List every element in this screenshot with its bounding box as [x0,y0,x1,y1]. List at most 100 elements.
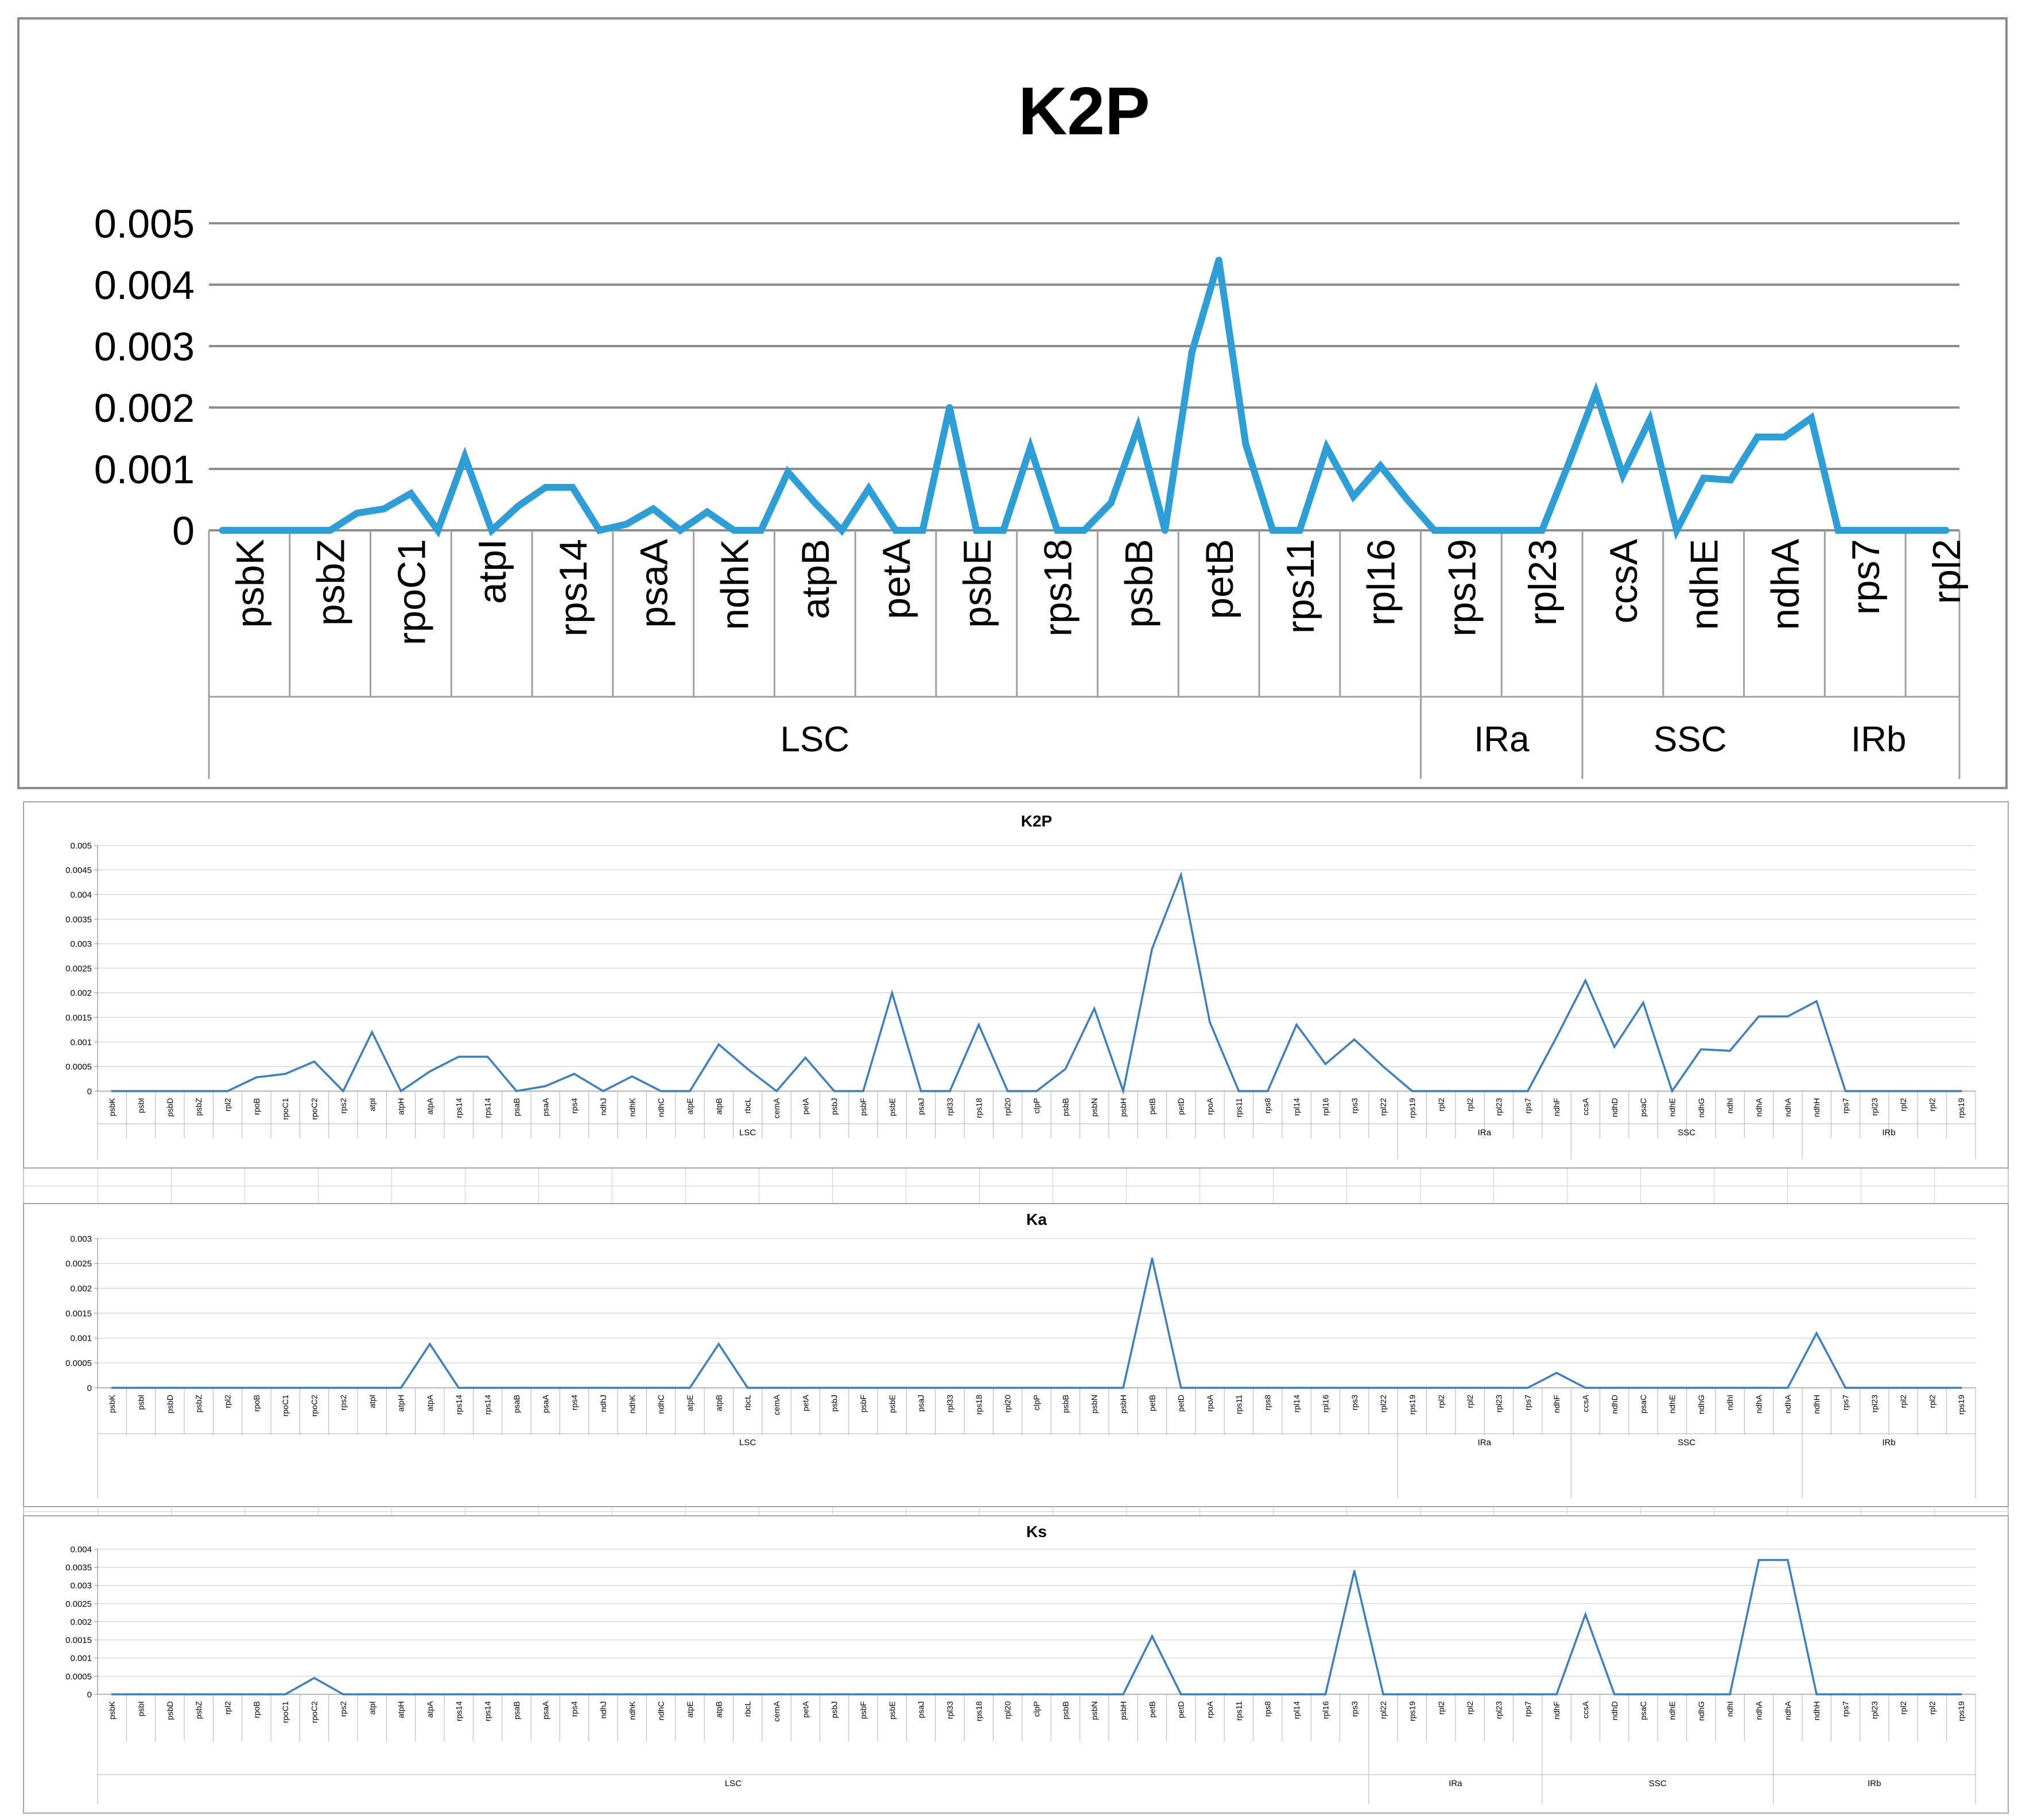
data-point [919,1090,922,1092]
x-tick-label: psbI [137,1395,146,1410]
data-point [1439,1090,1442,1092]
x-tick-label: psbN [1090,1701,1099,1720]
data-point [1815,1693,1818,1695]
x-tick-label: psbI [137,1098,146,1113]
y-tick-label: 0 [172,509,195,553]
x-tick-label: psbJ [830,1098,839,1115]
x-tick-label: psaB [512,1701,521,1720]
data-point [342,1090,344,1092]
data-point [169,1693,171,1695]
region-label: SSC [1649,1779,1667,1788]
data-point [399,1090,402,1092]
x-tick-label: rps19 [1957,1098,1966,1118]
data-point [1295,1387,1298,1389]
chart-panel-ka: Ka 0 0.0005 0.001 0.0015 0.002 0.0025 0.003 psbK… [23,1203,2009,1507]
data-point [1700,1048,1702,1050]
region-label: IRb [1882,1438,1895,1448]
x-tick-label: ndhG [1697,1098,1706,1117]
data-point [1931,1090,1934,1092]
data-point [1179,874,1182,876]
x-tick-label: rps7 [1844,539,1888,615]
data-point [226,1387,229,1389]
x-tick-label: petB [1147,1395,1156,1411]
region-label: IRb [1868,1779,1881,1788]
chart-svg: Ks 0 0.0005 0.001 0.0015 0.002 0.0025 0.003 0.00… [65,1523,1976,1805]
region-label: IRa [1478,1128,1492,1138]
data-point [862,1387,864,1389]
data-point [1081,527,1088,534]
data-point [1757,1387,1760,1389]
x-tick-label: rbcL [743,1395,752,1410]
data-point [862,1693,864,1695]
chart-title: K2P [1018,73,1150,149]
data-point [399,1387,402,1389]
data-point [1093,1007,1096,1010]
x-tick-label: rpl2 [1899,1701,1908,1715]
data-point [1469,1693,1471,1695]
x-tick-label: atpB [714,1701,723,1718]
x-tick-label: rps7 [1841,1098,1850,1113]
y-tick-label: 0.0015 [65,1013,92,1023]
data-point [1035,1693,1038,1695]
data-point [1815,1000,1818,1003]
x-tick-label: cemA [772,1701,781,1721]
data-point [1915,527,1923,534]
x-tick-label: rpl14 [1292,1098,1301,1116]
data-point [354,510,361,517]
x-tick-label: rpl22 [1379,1098,1388,1116]
data-point [544,1387,546,1389]
x-tick-label: ndhA [1783,1394,1792,1413]
x-tick-label: petA [801,1701,810,1717]
x-tick-label: cemA [772,1097,781,1118]
x-tick-label: rps3 [1350,1098,1359,1113]
data-point [631,1693,634,1695]
x-tick-label: rpoC2 [310,1098,319,1120]
series-line [222,259,1946,541]
data-point [1538,527,1546,534]
data-point [1942,527,1950,534]
data-point [631,1075,634,1078]
data-point [429,1070,431,1073]
data-point [1888,527,1896,534]
data-point [1324,1387,1327,1389]
data-point [284,1693,286,1695]
x-tick-label: psbH [1119,1701,1128,1720]
data-point [1555,1036,1558,1038]
data-point [1353,1038,1356,1041]
x-tick-label: psaA [541,1394,550,1413]
data-point [544,1085,546,1088]
x-tick-label: rpoB [252,1395,261,1412]
data-point [219,527,226,534]
series-line [112,1258,1961,1389]
x-tick-label: rps19 [1957,1395,1966,1415]
data-point [1107,499,1115,506]
x-tick-label: ndhK [627,1701,636,1720]
x-tick-label: rpl23 [1494,1395,1503,1412]
x-tick-label: rps18 [974,1395,983,1415]
x-tick-label: atpH [397,1701,406,1718]
data-point [1209,1387,1211,1389]
x-tick-label: rpl2 [1437,1395,1446,1408]
data-point [1960,1090,1962,1092]
data-point [1209,1693,1211,1695]
x-tick-label: rps3 [1350,1395,1359,1410]
data-point [313,1060,316,1063]
x-tick-label: rps4 [570,1701,579,1717]
x-tick-label: rps3 [1350,1701,1359,1717]
data-point [1619,471,1627,479]
x-tick-label: ndhE [1667,1098,1676,1117]
x-tick-label: rpl2 [223,1098,232,1112]
data-point [949,1693,951,1695]
data-point [313,1677,316,1679]
data-point [1527,1693,1529,1695]
x-tick-label: rps19 [1407,1098,1416,1118]
x-tick-label: rpoB [252,1701,261,1718]
data-point [1902,1387,1904,1389]
x-tick-label: rpl14 [1292,1395,1301,1412]
x-tick-label: rps19 [1407,1701,1416,1721]
data-point [371,1693,373,1695]
x-tick-label: rps14 [483,1395,492,1415]
x-tick-label: atpA [425,1394,434,1411]
x-tick-label: ndhG [1697,1395,1706,1414]
x-tick-label: rps14 [454,1395,463,1415]
